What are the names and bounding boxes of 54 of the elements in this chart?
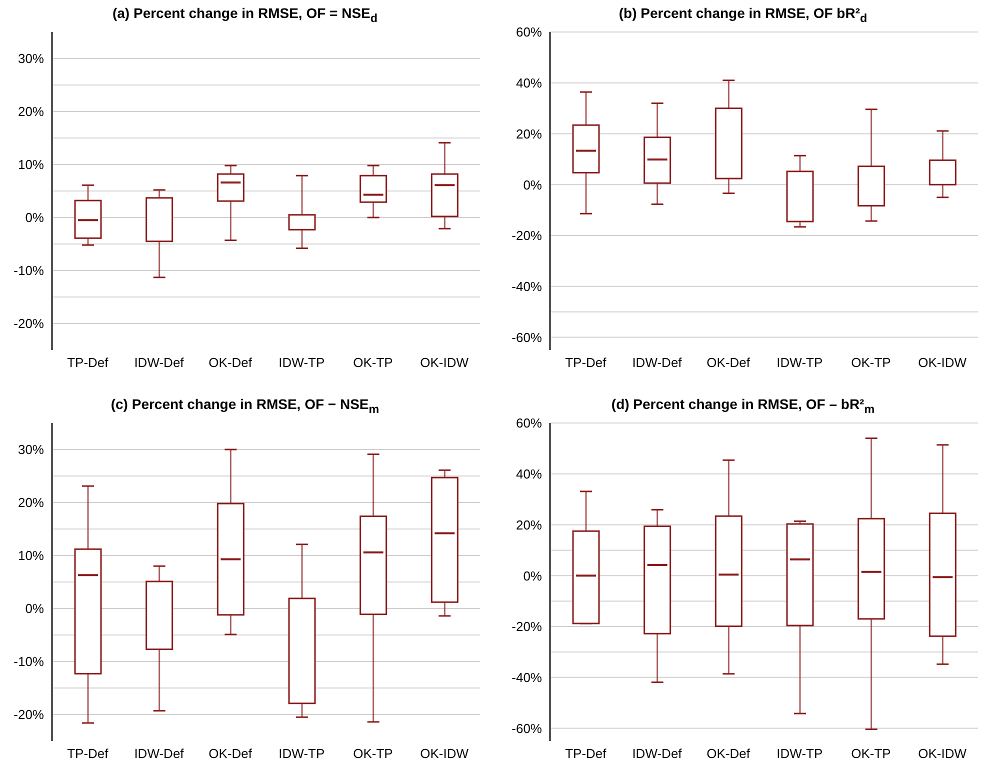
x-tick-label: IDW-Def bbox=[134, 355, 184, 370]
x-tick-label: OK-TP bbox=[851, 355, 891, 370]
y-tick-label: -60% bbox=[512, 720, 542, 736]
x-tick-label: IDW-TP bbox=[776, 355, 823, 370]
x-tick-label: OK-IDW bbox=[918, 746, 968, 762]
y-tick-label: -40% bbox=[512, 279, 542, 294]
y-tick-label: 20% bbox=[18, 104, 44, 120]
x-tick-label: IDW-Def bbox=[134, 746, 184, 762]
y-tick-label: 40% bbox=[516, 75, 542, 90]
x-tick-label: TP-Def bbox=[67, 355, 109, 370]
y-tick-label: -20% bbox=[14, 316, 44, 332]
y-tick-label: -10% bbox=[14, 654, 44, 670]
y-tick-label: 30% bbox=[18, 442, 44, 458]
x-tick-label: OK-Def bbox=[208, 355, 252, 370]
y-tick-label: 60% bbox=[516, 416, 542, 431]
y-tick-label: -20% bbox=[512, 228, 542, 244]
x-tick-label: OK-IDW bbox=[918, 355, 968, 370]
y-tick-label: -10% bbox=[14, 263, 44, 278]
x-tick-label: OK-Def bbox=[706, 355, 750, 370]
y-tick-label: 30% bbox=[18, 51, 44, 66]
chart-title: (a) Percent change in RMSE, OF = NSE$_{d}$ bbox=[111, 4, 379, 26]
x-tick-label: IDW-TP bbox=[776, 746, 823, 762]
y-tick-label: 0% bbox=[523, 177, 542, 192]
chart-title: (b) Percent change in RMSE, OF bR²$_{d}$ bbox=[618, 4, 868, 26]
y-tick-label: -60% bbox=[512, 330, 542, 345]
y-tick-label: 20% bbox=[516, 126, 542, 142]
x-tick-label: IDW-Def bbox=[632, 746, 682, 762]
x-tick-label: OK-Def bbox=[208, 746, 252, 762]
chart-title: (d) Percent change in RMSE, OF – bR²$_{m}$ bbox=[610, 395, 876, 417]
x-tick-label: IDW-Def bbox=[632, 355, 682, 370]
x-tick-label: OK-TP bbox=[353, 355, 393, 370]
x-tick-label: TP-Def bbox=[565, 355, 607, 370]
y-tick-label: -40% bbox=[512, 670, 542, 686]
y-tick-label: 60% bbox=[516, 24, 542, 40]
x-tick-label: IDW-TP bbox=[278, 746, 325, 762]
y-tick-label: 0% bbox=[25, 601, 44, 616]
x-tick-label: OK-IDW bbox=[420, 746, 470, 762]
y-tick-label: 0% bbox=[523, 568, 542, 584]
y-tick-label: 40% bbox=[516, 466, 542, 482]
x-tick-label: IDW-TP bbox=[278, 355, 325, 370]
y-tick-label: 20% bbox=[18, 495, 44, 510]
y-tick-label: 10% bbox=[18, 548, 44, 564]
x-tick-label: OK-TP bbox=[851, 746, 891, 762]
x-tick-label: TP-Def bbox=[67, 746, 109, 762]
y-tick-label: 20% bbox=[516, 517, 542, 532]
y-tick-label: -20% bbox=[14, 707, 44, 722]
x-tick-label: OK-IDW bbox=[420, 355, 470, 370]
y-tick-label: 0% bbox=[25, 210, 44, 226]
x-tick-label: OK-Def bbox=[706, 746, 750, 762]
y-tick-label: -20% bbox=[512, 619, 542, 634]
y-tick-label: 10% bbox=[18, 157, 44, 172]
x-tick-label: OK-TP bbox=[353, 746, 393, 762]
chart-title: (c) Percent change in RMSE, OF − NSE$_{m}$ bbox=[110, 395, 380, 417]
x-tick-label: TP-Def bbox=[565, 746, 607, 762]
